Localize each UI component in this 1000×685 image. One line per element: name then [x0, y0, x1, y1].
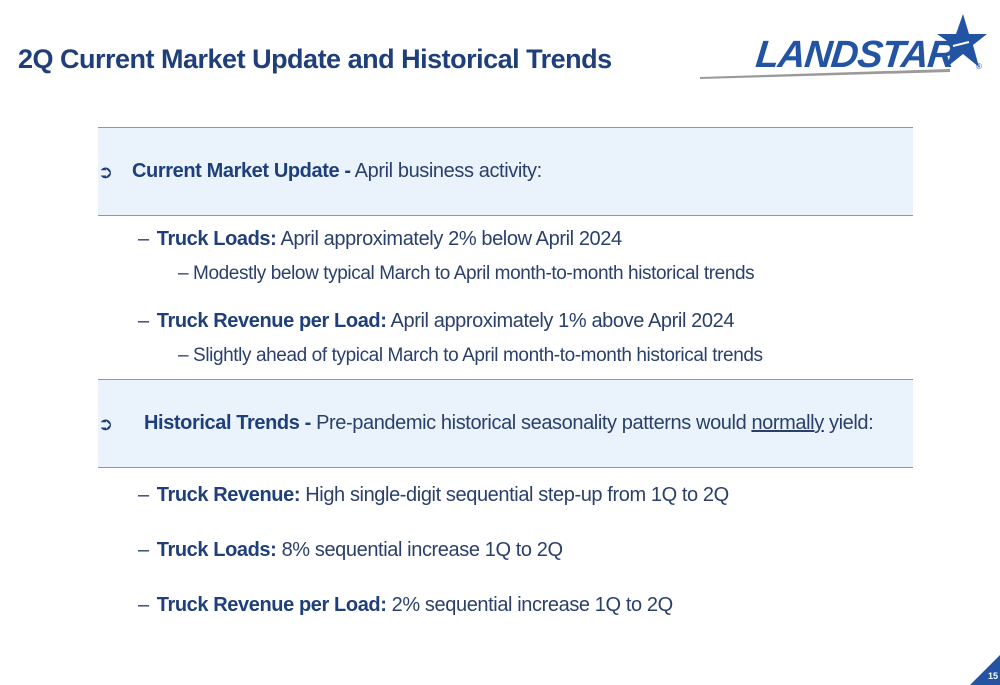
- item-label: Truck Revenue:: [156, 484, 301, 506]
- current-market-intro: April business activity:: [350, 160, 543, 182]
- list-item: – Truck Revenue per Load: 2% sequential i…: [138, 594, 673, 617]
- sub-list-item: – Slightly ahead of typical March to Apr…: [178, 345, 763, 366]
- current-market-band: Current Market Update - April business a…: [98, 127, 913, 216]
- page-corner-tag: [970, 655, 1000, 685]
- historical-trends-label: Historical Trends -: [144, 412, 311, 434]
- historical-trends-band: Historical Trends - Pre-pandemic histori…: [98, 379, 913, 468]
- current-market-heading: Current Market Update - April business a…: [132, 160, 542, 183]
- historical-intro-underlined: normally: [751, 412, 824, 434]
- page-title: 2Q Current Market Update and Historical …: [18, 44, 612, 74]
- list-item: – Truck Revenue: High single-digit sequen…: [138, 484, 729, 507]
- logo-wordmark: LANDSTAR: [753, 34, 957, 76]
- historical-intro-before: Pre-pandemic historical seasonality patt…: [310, 412, 752, 434]
- current-market-label: Current Market Update -: [132, 160, 351, 182]
- list-item: – Truck Loads: April approximately 2% bel…: [138, 228, 622, 251]
- dash-glyph: –: [138, 484, 149, 506]
- dash-glyph: –: [138, 310, 149, 332]
- item-label: Truck Loads:: [156, 539, 277, 561]
- item-text: April approximately 2% below April 2024: [276, 228, 622, 250]
- item-text: April approximately 1% above April 2024: [386, 310, 735, 332]
- page-number: 15: [987, 671, 998, 681]
- logo-swoosh-icon: [700, 69, 950, 79]
- item-text: 2% sequential increase 1Q to 2Q: [386, 594, 674, 616]
- dash-glyph: –: [138, 594, 149, 616]
- list-item: – Truck Loads: 8% sequential increase 1Q …: [138, 539, 563, 562]
- sub-list-item: – Modestly below typical March to April …: [178, 263, 755, 284]
- dash-glyph: –: [138, 228, 149, 250]
- arrow-right-icon: ➲: [98, 414, 114, 434]
- historical-intro-after: yield:: [823, 412, 874, 434]
- registered-mark: ®: [976, 62, 982, 71]
- list-item: – Truck Revenue per Load: April approxima…: [138, 310, 734, 333]
- landstar-logo: LANDSTAR ®: [700, 12, 992, 82]
- historical-trends-heading: Historical Trends - Pre-pandemic histori…: [144, 412, 874, 435]
- star-icon: [937, 14, 987, 67]
- item-text: 8% sequential increase 1Q to 2Q: [276, 539, 564, 561]
- dash-glyph: –: [138, 539, 149, 561]
- item-label: Truck Revenue per Load:: [156, 310, 387, 332]
- arrow-right-icon: ➲: [98, 162, 114, 182]
- item-label: Truck Loads:: [156, 228, 277, 250]
- item-text: High single-digit sequential step-up fro…: [300, 484, 729, 506]
- item-label: Truck Revenue per Load:: [156, 594, 387, 616]
